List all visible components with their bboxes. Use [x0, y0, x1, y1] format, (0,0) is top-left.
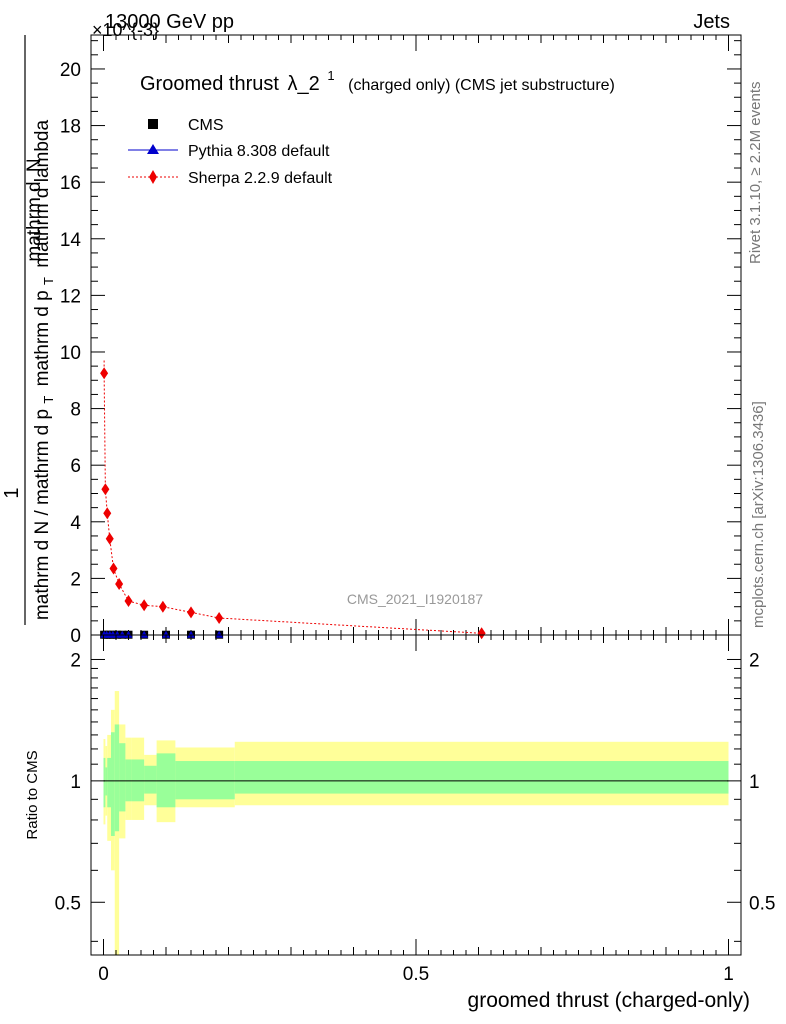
ratio-y-tick-label: 1 [70, 772, 81, 793]
y-label-num-part-a: mathrm d [24, 181, 45, 261]
plot-title-sup: 1 [327, 68, 334, 83]
plot-title-symbol: λ_2 [288, 73, 320, 95]
legend-marker-pythia [147, 144, 159, 154]
ratio-inner-band [111, 732, 115, 836]
pythia-data-point [187, 630, 195, 638]
sherpa-data-point [477, 627, 486, 640]
ratio-inner-band [156, 753, 176, 808]
x-tick-label: 0 [98, 964, 109, 985]
ratio-inner-band [105, 767, 108, 796]
sherpa-data-point [100, 367, 109, 380]
y-label-den-sub-1: T [41, 396, 56, 404]
y-tick-label: 20 [60, 60, 81, 81]
sherpa-data-point [103, 507, 112, 520]
process-label: Jets [693, 11, 730, 33]
ratio-inner-band [203, 761, 235, 800]
sherpa-data-point [140, 599, 149, 612]
ratio-y-axis-label: Ratio to CMS [24, 750, 41, 839]
analysis-watermark: CMS_2021_I1920187 [347, 591, 483, 607]
x-tick-labels: 0 0.5 1 [98, 964, 734, 985]
ratio-y-tick-label-right: 0.5 [749, 893, 775, 914]
main-y-tick-labels: 0 2 4 6 8 10 12 14 16 18 20 [60, 60, 82, 647]
main-panel: 0 2 4 6 8 10 12 14 16 18 20 Groomed thrust λ_2 1 (… [60, 34, 742, 647]
legend: CMS Pythia 8.308 default Sherpa 2.2.9 de… [128, 117, 333, 187]
ratio-y-tick-label: 0.5 [55, 893, 81, 914]
legend-label-pythia: Pythia 8.308 default [188, 143, 330, 160]
pythia-data-point [118, 630, 127, 638]
y-label-den-part-c: mathrm d lambda [32, 120, 53, 268]
y-tick-label: 16 [60, 173, 81, 194]
x-tick-label: 0.5 [403, 964, 429, 985]
y-tick-label: 14 [60, 230, 82, 251]
plot-title-rest: (charged only) (CMS jet substructure) [348, 77, 615, 94]
pythia-data-point [140, 630, 149, 638]
y-tick-label: 10 [60, 343, 81, 364]
main-y-axis-label: 1 mathrm d N mathrm d N / mathrm d p T m… [1, 35, 58, 625]
sherpa-data-point [115, 578, 124, 591]
ratio-y-tick-labels: 0.5 0.5 1 1 2 2 [55, 650, 776, 914]
legend-label-cms: CMS [188, 117, 224, 134]
plot-title: Groomed thrust λ_2 1 (charged only) (CMS… [140, 63, 615, 95]
pythia-data-point [124, 630, 133, 638]
sherpa-data-point [215, 612, 224, 625]
ratio-y-tick-label-right: 2 [749, 650, 760, 671]
y-label-numerator-1: 1 [1, 487, 23, 498]
ratio-inner-band [175, 761, 204, 800]
pythia-data-point [215, 630, 224, 638]
sherpa-data-point [109, 562, 118, 575]
mcplots-label: mcplots.cern.ch [arXiv:1306.3436] [750, 401, 767, 628]
sherpa-data-point [124, 595, 133, 608]
ratio-inner-band [144, 765, 157, 794]
ratio-inner-band [107, 757, 111, 808]
x-tick-label: 1 [723, 964, 734, 985]
ratio-panel: 0.5 0.51 12 2 0 0.5 1 Ratio to CMS [24, 634, 776, 985]
ratio-inner-band [234, 761, 729, 794]
y-tick-label: 12 [60, 286, 81, 307]
y-tick-label: 0 [70, 626, 81, 647]
y-label-denominator: mathrm d N / mathrm d p T mathrm d p T m… [32, 120, 58, 621]
sherpa-data-point [101, 483, 110, 496]
y-tick-label: 2 [70, 569, 81, 590]
y-label-den-part-a: mathrm d N / mathrm d p [32, 409, 53, 620]
y-tick-label: 6 [70, 456, 81, 477]
y-label-num-part-b: N [24, 158, 45, 172]
y-label-den-sub-2: T [41, 277, 56, 285]
y-label-numerator: mathrm d N [24, 158, 45, 261]
ratio-inner-band [119, 743, 126, 812]
plot-title-main: Groomed thrust [140, 73, 279, 95]
ratio-axis-ticks [91, 635, 741, 955]
ratio-inner-band [103, 757, 106, 808]
y-tick-label: 8 [70, 400, 81, 421]
sherpa-data-point [187, 606, 195, 619]
x-axis-label: groomed thrust (charged-only) [468, 989, 750, 1012]
ratio-inner-band [114, 724, 120, 832]
y-tick-label: 18 [60, 117, 81, 138]
energy-label: 13000 GeV pp [105, 11, 234, 33]
y-label-den-part-b: mathrm d p [32, 290, 53, 386]
sherpa-data-point [105, 532, 114, 545]
legend-marker-sherpa [149, 170, 157, 184]
y-tick-label: 4 [70, 513, 81, 534]
sherpa-data-point [158, 600, 167, 613]
y-exponent-label: ×10^{-3} [92, 20, 159, 40]
legend-marker-cms [148, 119, 158, 129]
ratio-y-tick-label: 2 [70, 650, 81, 671]
ratio-bands [103, 691, 729, 955]
ratio-y-tick-label-right: 1 [749, 772, 760, 793]
legend-label-sherpa: Sherpa 2.2.9 default [188, 170, 333, 187]
rivet-version-label: Rivet 3.1.10, ≥ 2.2M events [747, 82, 764, 265]
pythia-data-point [162, 630, 170, 638]
